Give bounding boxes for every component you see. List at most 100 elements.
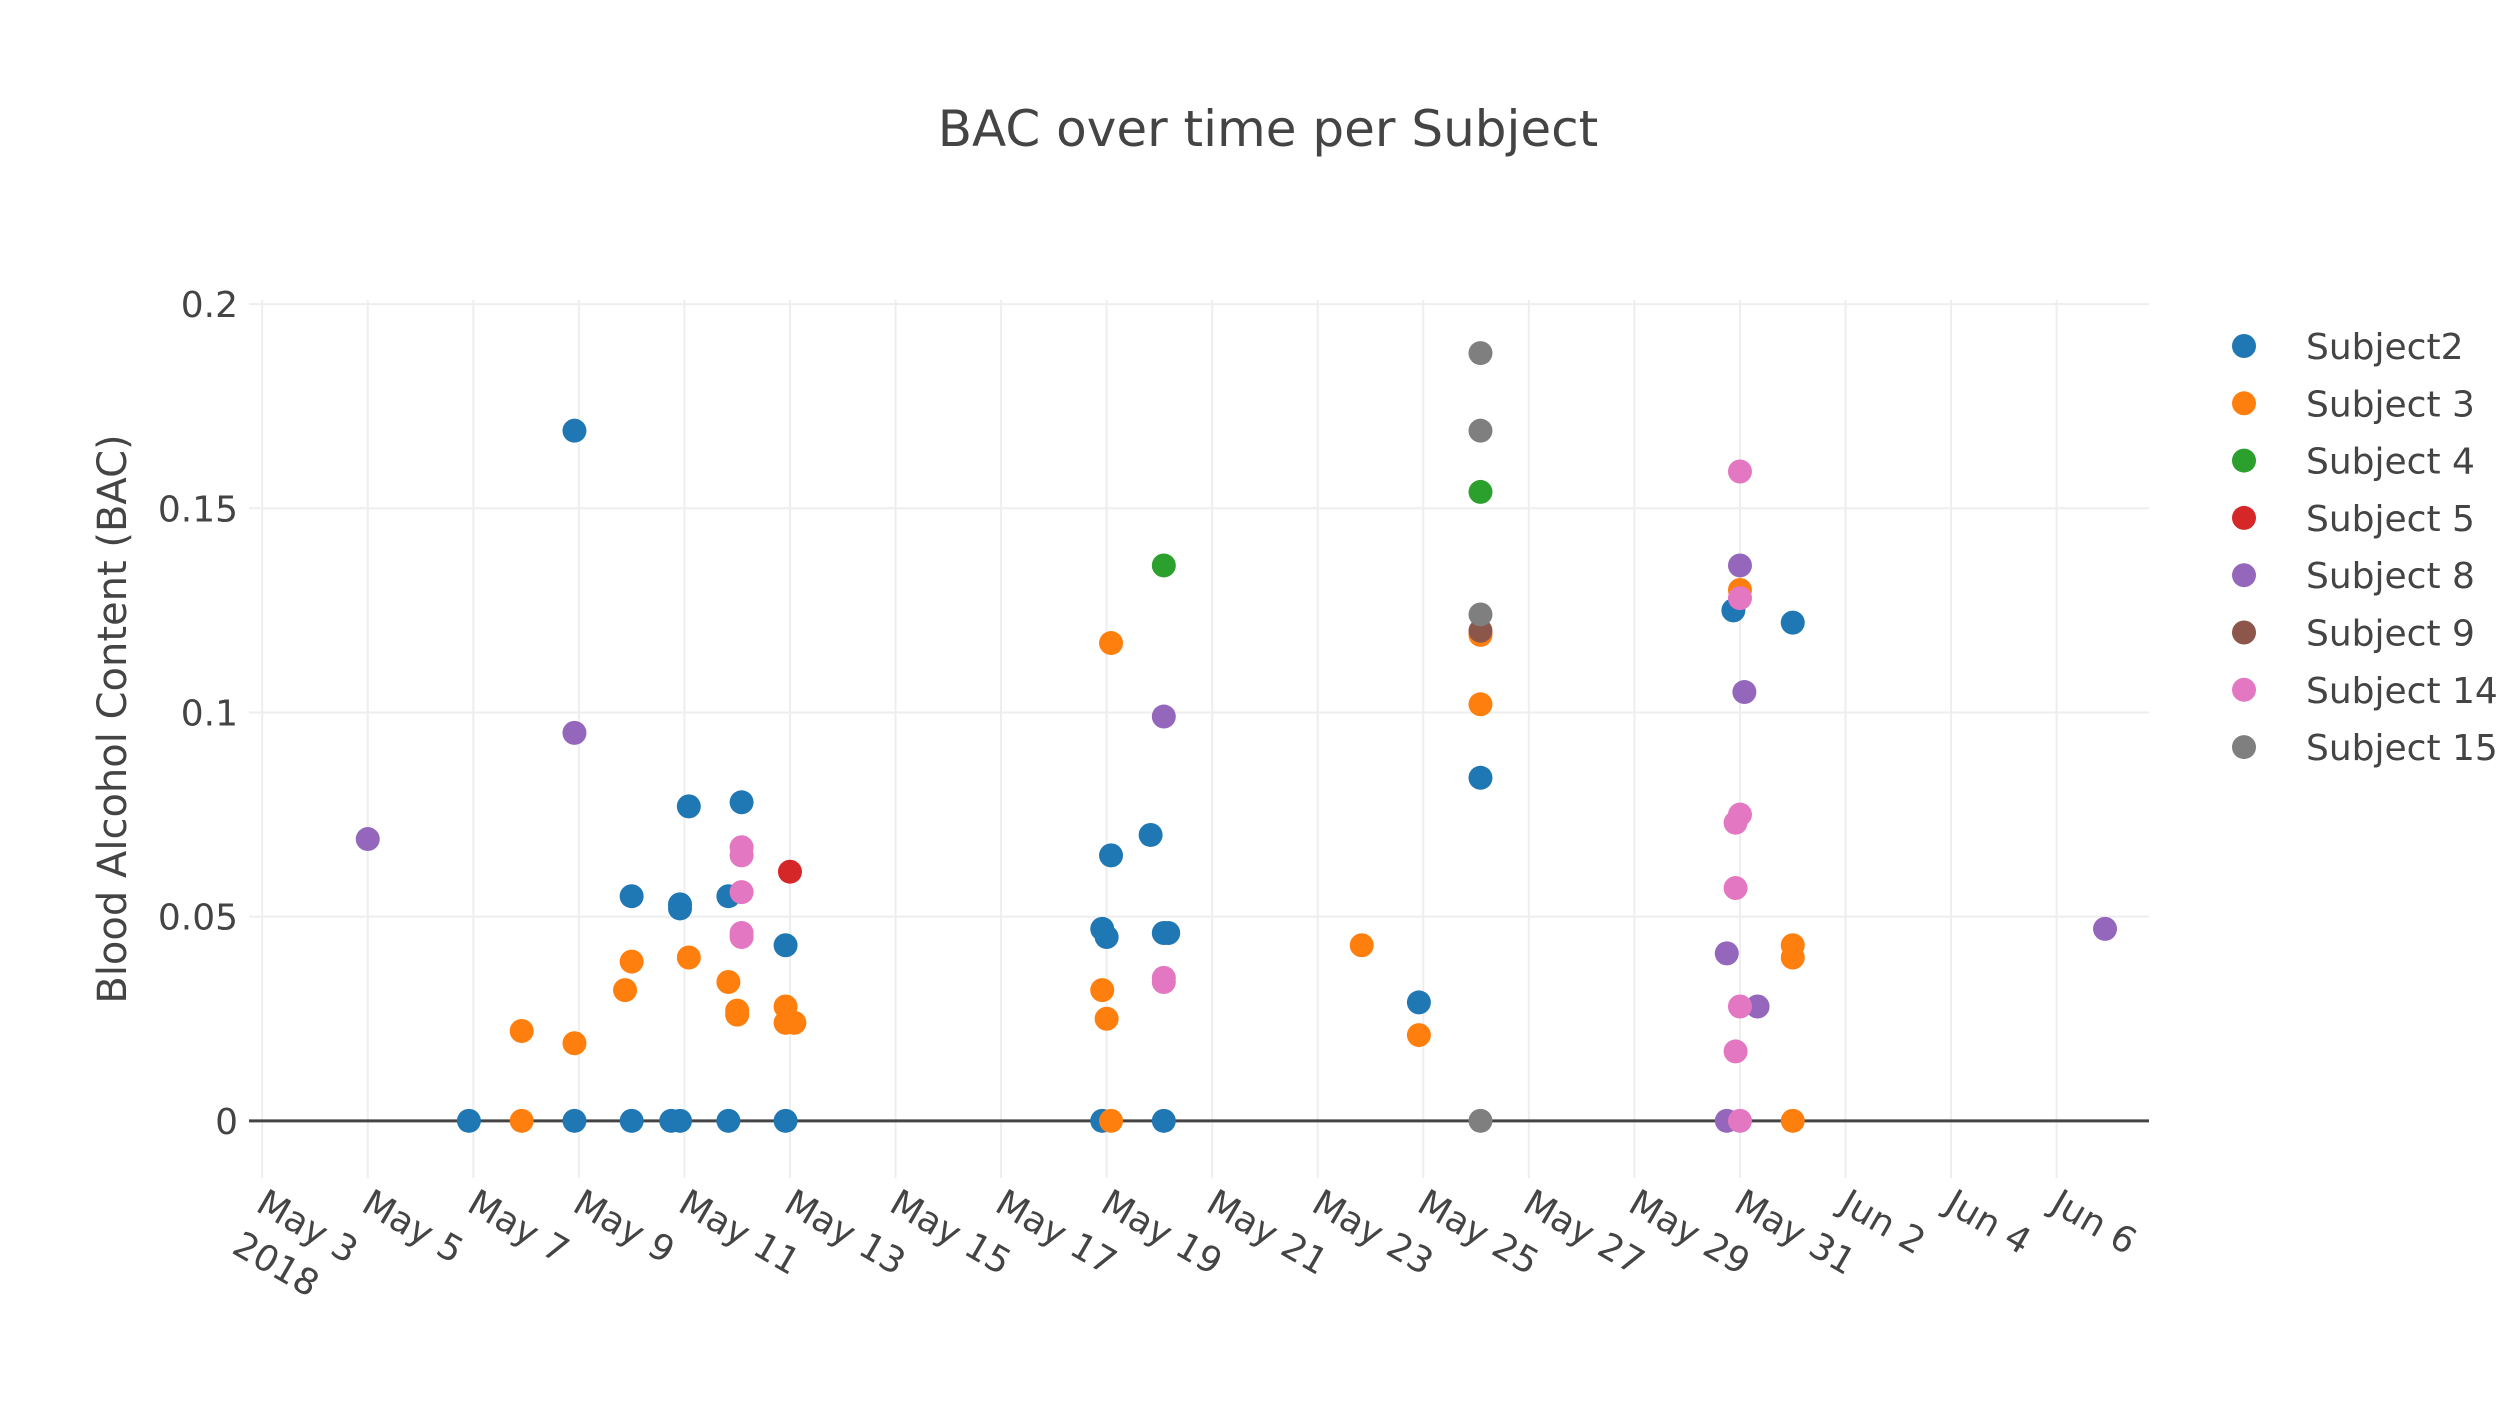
data-point[interactable] bbox=[773, 1108, 798, 1133]
legend-item[interactable]: Subject 9 bbox=[2232, 614, 2475, 655]
data-point[interactable] bbox=[1723, 1039, 1748, 1064]
data-point[interactable] bbox=[1780, 945, 1805, 970]
data-point[interactable] bbox=[1468, 1108, 1493, 1133]
data-point[interactable] bbox=[509, 1108, 534, 1133]
data-point[interactable] bbox=[1468, 765, 1493, 790]
x-tick-label: May 13 bbox=[777, 1182, 912, 1283]
series-subject2 bbox=[456, 418, 1805, 1133]
y-tick-label: 0 bbox=[215, 1102, 238, 1143]
data-point[interactable] bbox=[729, 790, 754, 815]
y-axis-title: Blood Alcohol Content (BAC) bbox=[90, 434, 136, 1003]
data-point[interactable] bbox=[676, 794, 701, 819]
data-point[interactable] bbox=[1727, 459, 1752, 484]
legend-marker bbox=[2232, 334, 2256, 358]
x-tick-label: May 5 bbox=[355, 1182, 470, 1272]
legend-label: Subject 4 bbox=[2306, 442, 2475, 483]
data-point[interactable] bbox=[1156, 920, 1181, 945]
data-point[interactable] bbox=[729, 925, 754, 950]
legend-item[interactable]: Subject 8 bbox=[2232, 556, 2475, 597]
data-point[interactable] bbox=[355, 827, 380, 852]
legend[interactable]: Subject2 Subject 3 Subject 4 Subject 5 Subje… bbox=[2232, 327, 2498, 769]
x-tick-label: May 27 bbox=[1516, 1182, 1651, 1283]
data-point[interactable] bbox=[1723, 810, 1748, 835]
data-point[interactable] bbox=[1727, 994, 1752, 1019]
legend-label: Subject2 bbox=[2306, 327, 2463, 368]
data-point[interactable] bbox=[619, 1108, 644, 1133]
data-point[interactable] bbox=[1714, 941, 1739, 966]
data-point[interactable] bbox=[613, 978, 638, 1003]
data-point[interactable] bbox=[1468, 602, 1493, 627]
data-point[interactable] bbox=[1151, 704, 1176, 729]
x-tick-label: May 19 bbox=[1094, 1182, 1229, 1283]
series-subject-15 bbox=[1468, 341, 1493, 1133]
data-point[interactable] bbox=[1151, 553, 1176, 578]
x-tick-label: May 15 bbox=[883, 1182, 1018, 1283]
data-point[interactable] bbox=[1406, 1023, 1431, 1048]
legend-marker bbox=[2232, 505, 2256, 530]
data-point[interactable] bbox=[1468, 479, 1493, 504]
data-point[interactable] bbox=[668, 896, 693, 921]
data-point[interactable] bbox=[668, 1108, 693, 1133]
data-point[interactable] bbox=[1727, 586, 1752, 611]
data-point[interactable] bbox=[619, 884, 644, 909]
legend-label: Subject 15 bbox=[2306, 728, 2498, 769]
data-point[interactable] bbox=[1727, 553, 1752, 578]
data-point[interactable] bbox=[716, 969, 741, 994]
data-point[interactable] bbox=[1723, 876, 1748, 901]
legend-item[interactable]: Subject 5 bbox=[2232, 499, 2475, 540]
legend-item[interactable]: Subject 3 bbox=[2232, 384, 2475, 425]
x-tick-label: May 21 bbox=[1200, 1182, 1335, 1283]
data-point[interactable] bbox=[782, 1010, 807, 1035]
data-point[interactable] bbox=[1138, 822, 1163, 847]
x-tick-label: May 29 bbox=[1622, 1182, 1757, 1283]
data-point[interactable] bbox=[1468, 341, 1493, 366]
x-tick-label: May 23 bbox=[1305, 1182, 1440, 1283]
data-point[interactable] bbox=[1099, 631, 1124, 656]
data-point[interactable] bbox=[1732, 680, 1757, 705]
data-point[interactable] bbox=[1727, 1108, 1752, 1133]
legend-marker bbox=[2232, 620, 2256, 645]
data-point[interactable] bbox=[456, 1108, 481, 1133]
data-point[interactable] bbox=[773, 933, 798, 958]
series-subject-14 bbox=[729, 459, 1752, 1133]
data-point[interactable] bbox=[729, 843, 754, 868]
data-point[interactable] bbox=[1099, 843, 1124, 868]
data-point[interactable] bbox=[1099, 1108, 1124, 1133]
data-point[interactable] bbox=[562, 1031, 587, 1056]
data-point[interactable] bbox=[562, 1108, 587, 1133]
x-tick-label: May 31 bbox=[1727, 1182, 1862, 1283]
data-point[interactable] bbox=[1094, 925, 1119, 950]
data-point[interactable] bbox=[562, 418, 587, 443]
data-point[interactable] bbox=[1780, 1108, 1805, 1133]
legend-item[interactable]: Subject 4 bbox=[2232, 442, 2475, 483]
legend-marker bbox=[2232, 563, 2256, 588]
data-point[interactable] bbox=[1151, 969, 1176, 994]
data-point[interactable] bbox=[716, 1108, 741, 1133]
data-point[interactable] bbox=[729, 880, 754, 905]
data-point[interactable] bbox=[1745, 994, 1770, 1019]
y-tick-labels: 0 0.05 0.1 0.15 0.2 bbox=[158, 285, 238, 1143]
legend-item[interactable]: Subject2 bbox=[2232, 327, 2463, 368]
data-point[interactable] bbox=[1151, 1108, 1176, 1133]
data-point[interactable] bbox=[1406, 990, 1431, 1015]
legend-item[interactable]: Subject 15 bbox=[2232, 728, 2498, 769]
data-point[interactable] bbox=[2093, 916, 2118, 941]
data-point[interactable] bbox=[562, 720, 587, 745]
data-point[interactable] bbox=[1780, 610, 1805, 635]
data-point[interactable] bbox=[1468, 692, 1493, 717]
x-tick-label: May 7 bbox=[461, 1182, 576, 1272]
data-point[interactable] bbox=[1094, 1006, 1119, 1031]
data-point[interactable] bbox=[1090, 978, 1115, 1003]
data-point[interactable] bbox=[725, 1002, 750, 1027]
data-point[interactable] bbox=[676, 945, 701, 970]
data-point[interactable] bbox=[509, 1018, 534, 1043]
data-point[interactable] bbox=[777, 859, 802, 884]
data-point[interactable] bbox=[1468, 418, 1493, 443]
data-point[interactable] bbox=[1349, 933, 1374, 958]
x-tick-label: Jun 6 bbox=[2042, 1181, 2143, 1263]
legend-label: Subject 3 bbox=[2306, 384, 2475, 425]
data-point[interactable] bbox=[619, 949, 644, 974]
legend-item[interactable]: Subject 14 bbox=[2232, 671, 2498, 712]
